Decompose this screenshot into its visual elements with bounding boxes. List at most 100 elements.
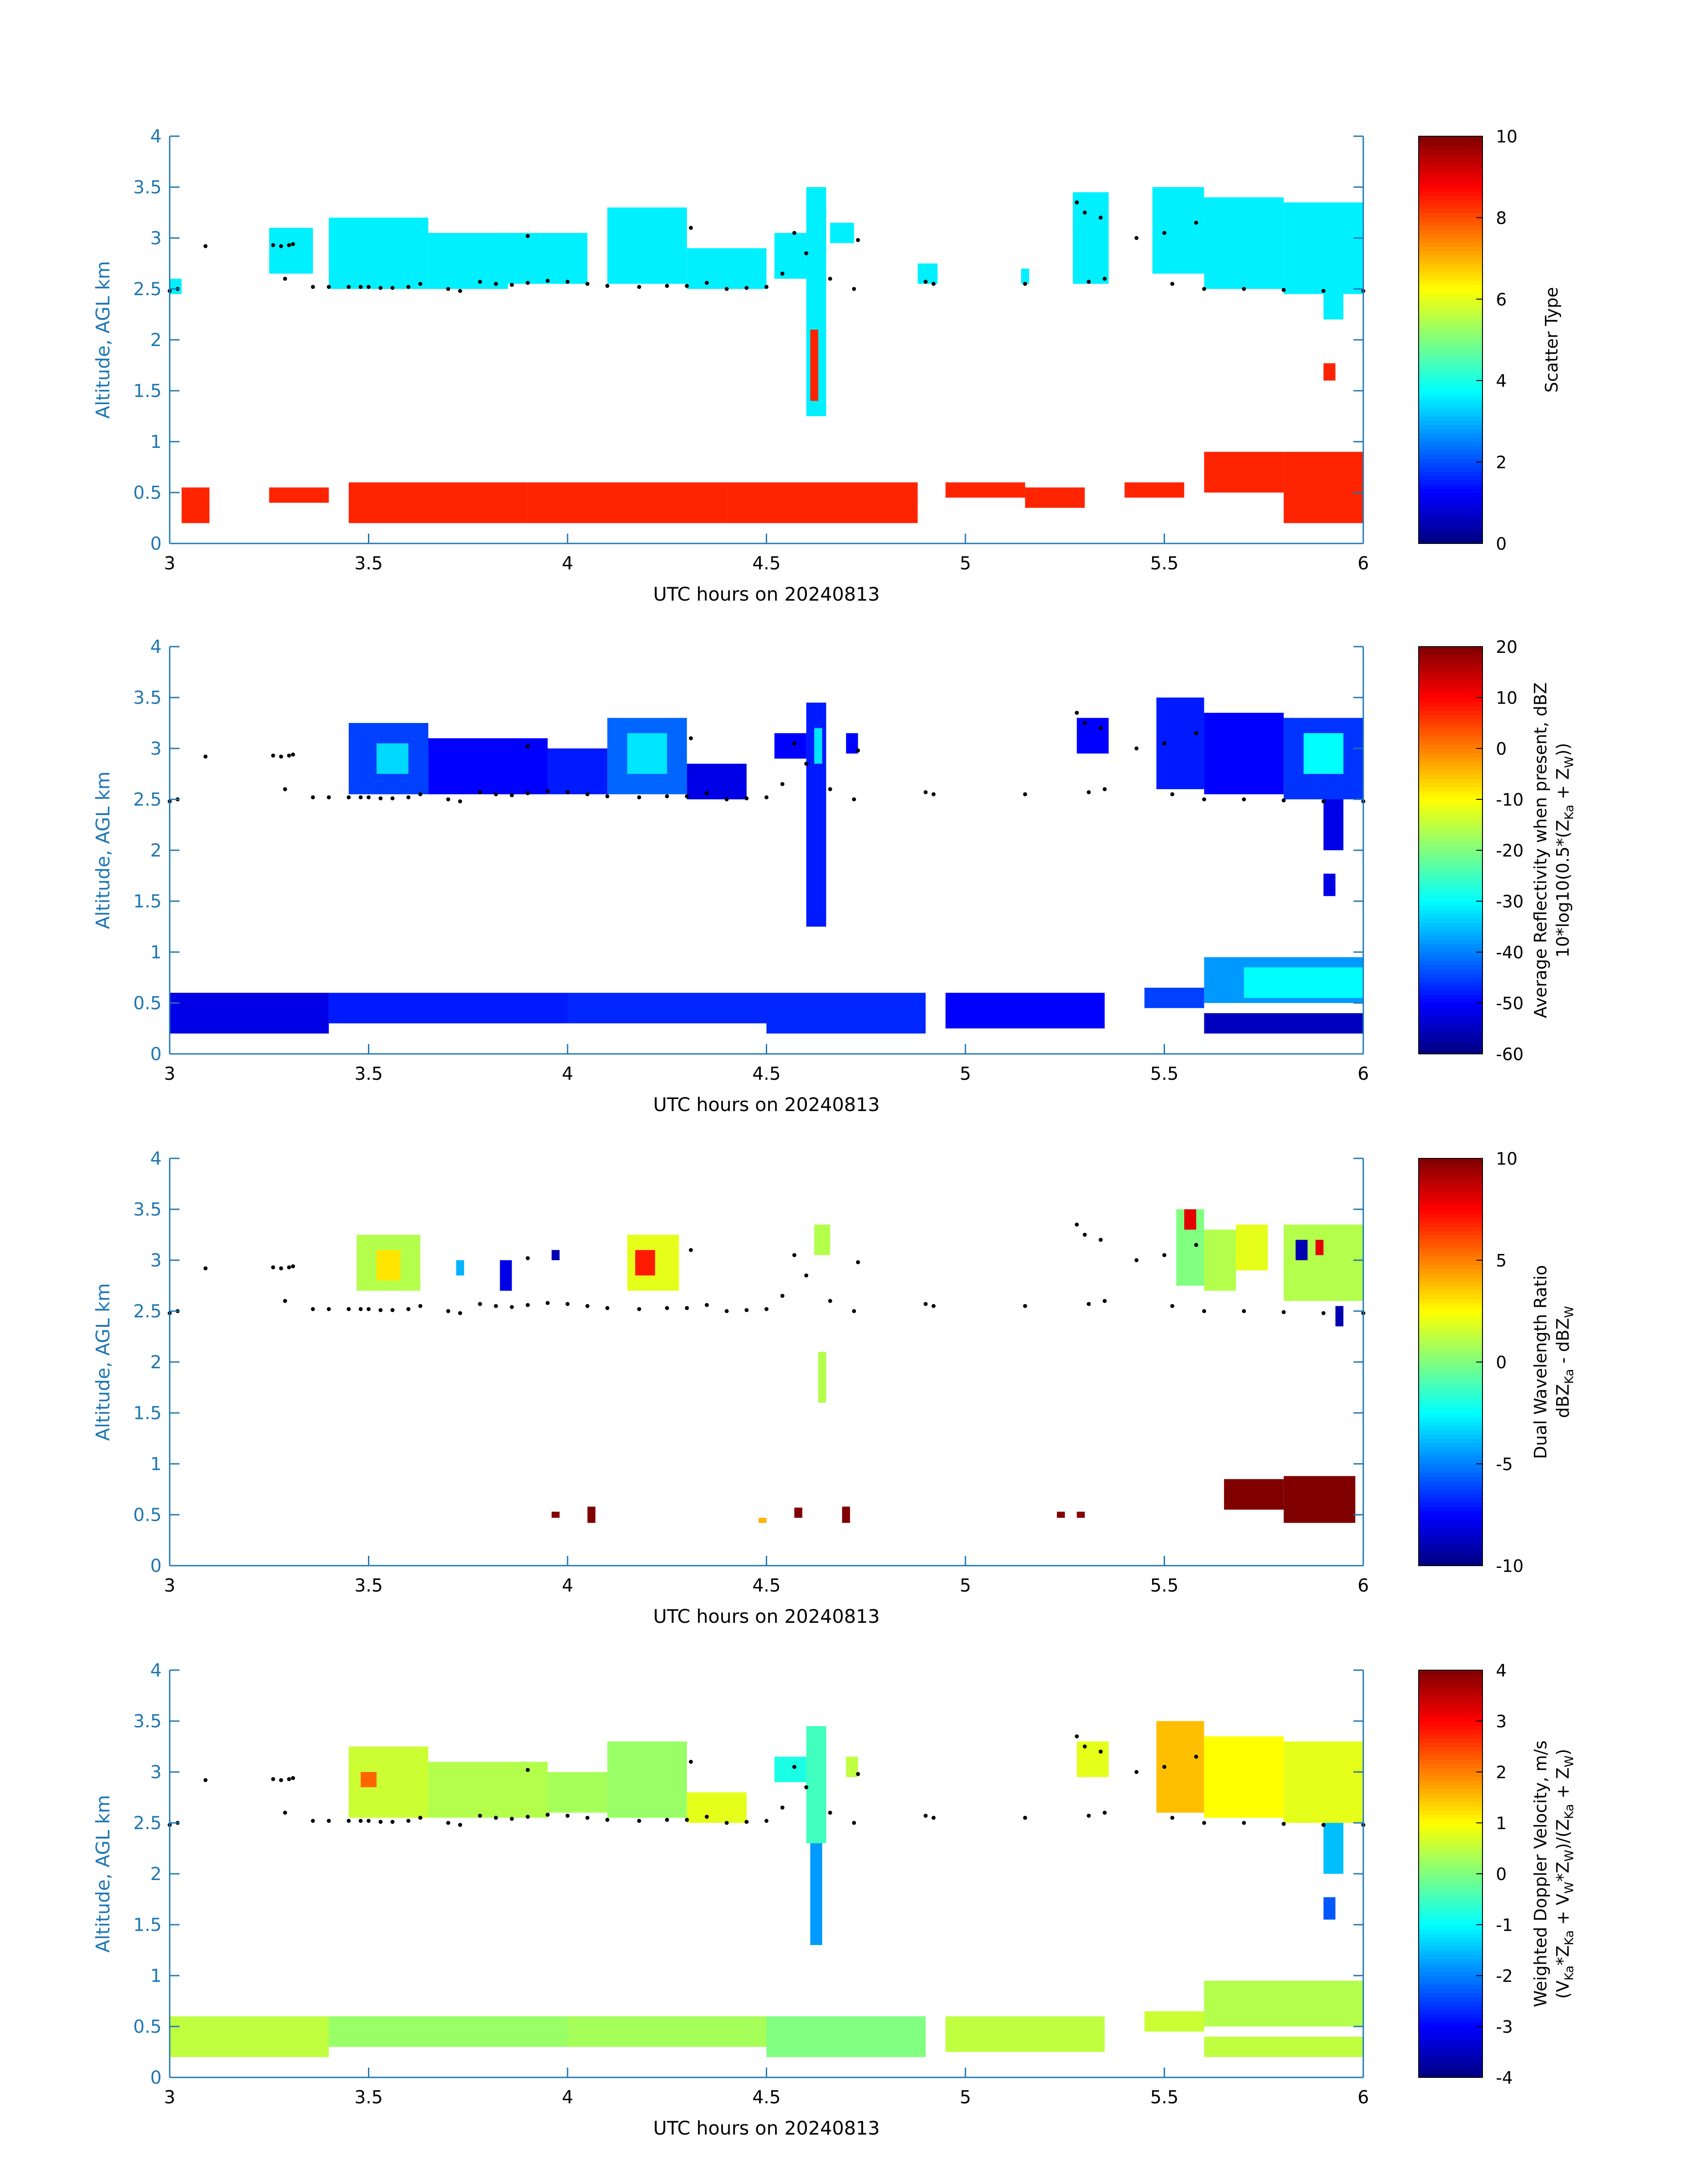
colorbar-tick-label: 2	[1496, 1763, 1507, 1782]
data-cell	[170, 279, 182, 294]
colorbar-segment	[1419, 301, 1482, 306]
colorbar-segment	[1419, 910, 1482, 915]
cloud-boundary-dot	[1202, 287, 1207, 291]
cloud-boundary-dot	[565, 1813, 570, 1818]
colorbar-segment	[1419, 1003, 1482, 1008]
colorbar-segment	[1419, 1442, 1482, 1447]
colorbar-segment	[1419, 526, 1482, 531]
cloud-boundary-dot	[458, 799, 462, 804]
colorbar-segment	[1419, 484, 1482, 489]
cloud-boundary-dot	[1170, 1816, 1174, 1820]
cloud-boundary-dot	[637, 795, 641, 799]
cloud-boundary-dot	[724, 287, 729, 291]
colorbar-segment	[1419, 1704, 1482, 1709]
cloud-boundary-dot	[446, 797, 451, 802]
colorbar-segment	[1419, 2014, 1482, 2018]
cloud-boundary-dot	[271, 753, 276, 758]
colorbar-segment	[1419, 1980, 1482, 1985]
cloud-boundary-dot	[1098, 726, 1103, 730]
colorbar-segment	[1419, 263, 1482, 268]
colorbar-segment	[1419, 1912, 1482, 1917]
cloud-boundary-dot	[804, 1785, 809, 1789]
cloud-boundary-dot	[923, 280, 928, 284]
colorbar-tick-label: 10	[1496, 1149, 1517, 1169]
colorbar-segment	[1419, 1332, 1482, 1337]
colorbar-segment	[1419, 1311, 1482, 1316]
cloud-boundary-dot	[509, 1817, 514, 1821]
data-cell	[1204, 1736, 1284, 1818]
colorbar-tick-label: -50	[1496, 994, 1524, 1013]
cloud-boundary-dot	[1023, 1304, 1027, 1308]
y-tick-label: 3.5	[133, 1199, 162, 1220]
colorbar-segment	[1419, 803, 1482, 808]
colorbar-segment	[1419, 1984, 1482, 1989]
cloud-boundary-dot	[311, 1307, 315, 1311]
colorbar-segment	[1419, 230, 1482, 234]
colorbar-segment	[1419, 757, 1482, 762]
cloud-boundary-dot	[828, 787, 832, 791]
cloud-boundary-dot	[685, 284, 689, 288]
colorbar-tick-label: -5	[1496, 1454, 1513, 1474]
colorbar-segment	[1419, 702, 1482, 706]
data-cell	[1204, 197, 1284, 289]
colorbar-segment	[1419, 982, 1482, 986]
colorbar-segment	[1419, 1345, 1482, 1350]
colorbar-tick-label: 4	[1496, 1661, 1507, 1680]
colorbar-segment	[1419, 999, 1482, 1003]
cloud-boundary-dot	[526, 744, 530, 748]
cloud-boundary-dot	[923, 1302, 928, 1306]
colorbar-segment	[1419, 1349, 1482, 1354]
cloud-boundary-dot	[828, 1810, 832, 1815]
colorbar-segment	[1419, 1937, 1482, 1942]
x-tick-label: 5.5	[1150, 1064, 1179, 1084]
y-tick-label: 3	[150, 1762, 162, 1783]
colorbar-segment	[1419, 1878, 1482, 1883]
cloud-boundary-dot	[311, 795, 315, 799]
cloud-boundary-dot	[744, 796, 749, 801]
data-cell	[1204, 451, 1284, 493]
colorbar-segment	[1419, 2027, 1482, 2031]
data-cell	[1144, 987, 1204, 1008]
colorbar-segment	[1419, 1162, 1482, 1167]
cloud-boundary-dot	[326, 284, 331, 289]
cloud-boundary-dot	[478, 790, 482, 794]
colorbar-tick-label: -30	[1496, 892, 1524, 911]
colorbar-segment	[1419, 1967, 1482, 1972]
data-cell	[766, 993, 926, 1034]
data-cell	[568, 993, 767, 1024]
x-tick-label: 4.5	[752, 2087, 781, 2108]
colorbar-segment	[1419, 1971, 1482, 1976]
colorbar-segment	[1419, 1725, 1482, 1730]
colorbar-segment	[1419, 1532, 1482, 1537]
cloud-boundary-dot	[1321, 289, 1326, 293]
cloud-boundary-dot	[526, 234, 530, 238]
cloud-boundary-dot	[1170, 1304, 1174, 1308]
colorbar-segment	[1419, 1281, 1482, 1286]
colorbar-segment	[1419, 284, 1482, 289]
colorbar-segment	[1419, 2047, 1482, 2052]
data-cell	[1077, 718, 1109, 754]
colorbar: -60 -50 -40 -30 -20 -10 0 10 20 Average Reflectiv…	[1418, 637, 1576, 1064]
colorbar-segment	[1419, 1408, 1482, 1413]
colorbar-segment	[1419, 1489, 1482, 1494]
colorbar-segment	[1419, 318, 1482, 323]
colorbar-segment	[1419, 897, 1482, 902]
colorbar-segment	[1419, 846, 1482, 851]
cloud-boundary-dot	[852, 287, 856, 291]
data-cell	[1323, 873, 1336, 896]
colorbar-segment	[1419, 1734, 1482, 1738]
colorbar-segment	[1419, 408, 1482, 413]
y-tick-label: 4	[150, 637, 162, 657]
x-axis-label: UTC hours on 20240813	[653, 1605, 880, 1627]
colorbar-tick-label: -20	[1496, 841, 1524, 861]
x-tick-label: 6	[1357, 1575, 1369, 1596]
colorbar-segment	[1419, 1874, 1482, 1879]
y-tick-label: 3	[150, 1250, 162, 1271]
cloud-boundary-dot	[665, 1306, 669, 1310]
data-cell	[1124, 482, 1185, 498]
y-tick-label: 1	[150, 432, 162, 452]
colorbar-segment	[1419, 1691, 1482, 1696]
cloud-boundary-dot	[367, 284, 371, 289]
